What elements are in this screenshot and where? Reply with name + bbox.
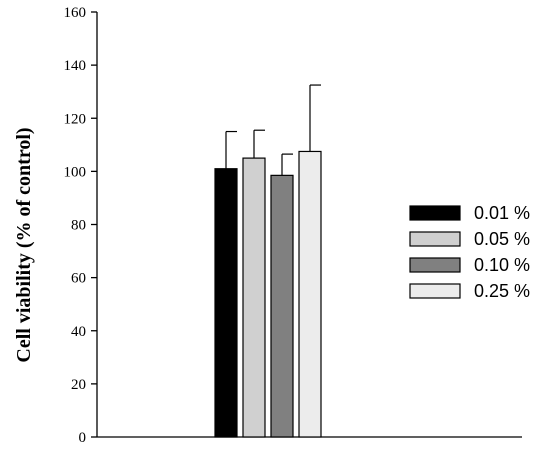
- bar: [298, 150, 322, 438]
- y-axis-title: Cell viability (% of control): [13, 127, 35, 362]
- y-axis: 0 20 40 60 80 100 120 140 160: [64, 5, 98, 446]
- bar: [242, 157, 266, 438]
- y-tick-label: 80: [71, 218, 86, 234]
- y-tick-label: 20: [71, 377, 86, 393]
- y-tick-label: 100: [64, 164, 87, 180]
- legend-swatch: [409, 283, 461, 299]
- legend-label: 0.25 %: [474, 281, 530, 301]
- legend-swatch: [409, 231, 461, 247]
- legend: 0.01 % 0.05 % 0.10 % 0.25 %: [409, 203, 530, 301]
- bar: [214, 168, 238, 438]
- y-tick-label: 120: [64, 111, 87, 127]
- bar: [270, 174, 294, 438]
- y-tick-label: 60: [71, 271, 86, 287]
- y-tick-label: 160: [64, 5, 87, 21]
- legend-label: 0.10 %: [474, 255, 530, 275]
- y-tick-label: 0: [79, 430, 87, 446]
- legend-label: 0.05 %: [474, 229, 530, 249]
- bars-group: [214, 84, 322, 438]
- legend-swatch: [409, 257, 461, 273]
- legend-label: 0.01 %: [474, 203, 530, 223]
- y-tick-label: 40: [71, 324, 86, 340]
- legend-swatch: [409, 205, 461, 221]
- y-tick-label: 140: [64, 58, 87, 74]
